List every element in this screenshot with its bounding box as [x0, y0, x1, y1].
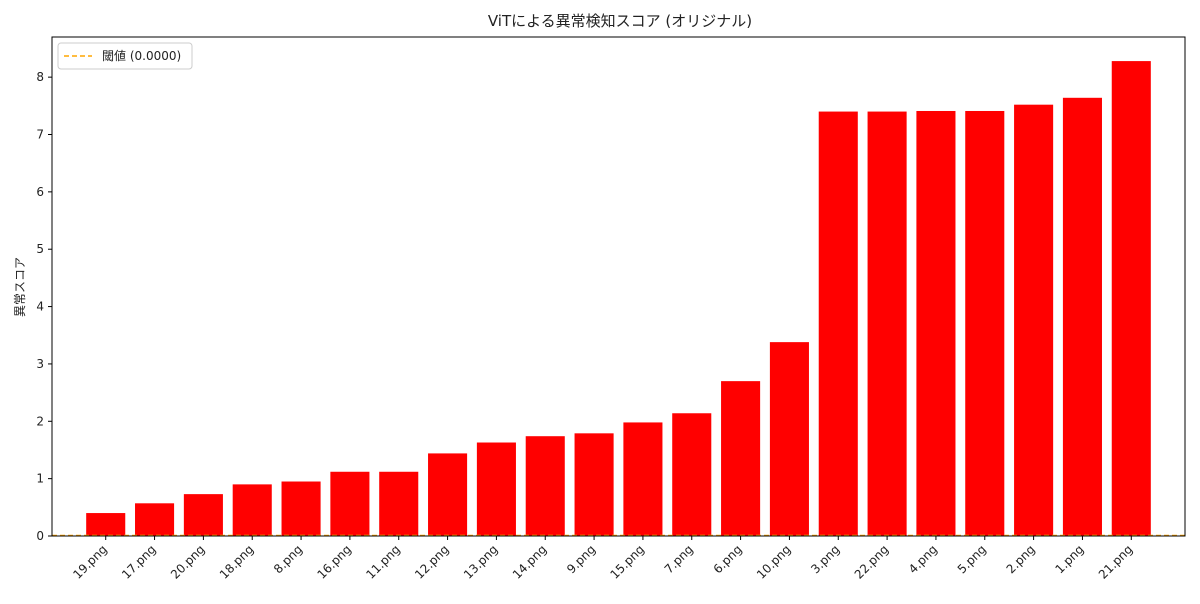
- bar-22-png: [867, 111, 907, 536]
- x-tick-label: 18.png: [217, 542, 257, 582]
- y-axis-label: 異常スコア: [13, 257, 27, 317]
- bar-15-png: [623, 422, 663, 536]
- y-tick-label: 6: [36, 185, 44, 199]
- x-tick-label: 8.png: [271, 542, 305, 576]
- x-tick-label: 12.png: [412, 542, 452, 582]
- bar-7-png: [672, 413, 712, 536]
- bar-21-png: [1111, 61, 1151, 536]
- bar-8-png: [281, 481, 321, 536]
- x-tick-label: 2.png: [1004, 542, 1038, 576]
- x-tick-label: 22.png: [852, 542, 892, 582]
- y-tick-label: 4: [36, 300, 44, 314]
- plot-frame: [51, 36, 1186, 537]
- bar-20-png: [183, 494, 223, 536]
- bar-13-png: [476, 442, 516, 536]
- x-tick-label: 15.png: [607, 542, 647, 582]
- y-tick-label: 7: [36, 128, 44, 142]
- bar-2-png: [1014, 104, 1054, 537]
- bar-12-png: [428, 453, 468, 536]
- x-tick-label: 19.png: [70, 542, 110, 582]
- x-tick-label: 20.png: [168, 542, 208, 582]
- x-tick-label: 10.png: [754, 542, 794, 582]
- y-tick-label: 1: [36, 472, 44, 486]
- x-axis-ticks: 19.png 17.png 20.png 18.png 8.png 16.png 11.pn…: [70, 536, 1135, 582]
- bar-1-png: [1062, 97, 1102, 536]
- legend-box: [57, 42, 193, 70]
- bar-16-png: [330, 471, 370, 536]
- y-tick-label: 5: [36, 242, 44, 256]
- y-tick-label: 2: [36, 414, 44, 428]
- bar-14-png: [525, 436, 565, 536]
- bar-3-png: [818, 111, 858, 536]
- x-tick-label: 17.png: [119, 542, 159, 582]
- x-tick-label: 16.png: [314, 542, 354, 582]
- x-tick-label: 14.png: [510, 542, 550, 582]
- bar-17-png: [135, 503, 175, 536]
- y-tick-label: 0: [36, 529, 44, 543]
- x-tick-label: 21.png: [1096, 542, 1136, 582]
- x-tick-label: 6.png: [711, 542, 745, 576]
- x-tick-label: 4.png: [906, 542, 940, 576]
- x-tick-label: 9.png: [564, 542, 598, 576]
- x-tick-label: 11.png: [363, 542, 403, 582]
- bar-5-png: [965, 110, 1005, 536]
- legend: 閾値 (0.0000): [57, 42, 193, 70]
- x-tick-label: 7.png: [662, 542, 696, 576]
- x-tick-label: 1.png: [1052, 542, 1086, 576]
- bar-18-png: [232, 484, 272, 536]
- bar-19-png: [86, 513, 126, 536]
- bar-6-png: [721, 381, 761, 536]
- x-tick-label: 3.png: [808, 542, 842, 576]
- y-tick-label: 3: [36, 357, 44, 371]
- x-tick-label: 5.png: [955, 542, 989, 576]
- bar-9-png: [574, 433, 614, 536]
- y-tick-label: 8: [36, 70, 44, 84]
- bar-11-png: [379, 471, 419, 536]
- bar-4-png: [916, 110, 956, 536]
- bars-group: [86, 61, 1151, 537]
- y-axis-ticks: 0 1 2 3 4 5 6 7 8: [36, 70, 52, 543]
- x-tick-label: 13.png: [461, 542, 501, 582]
- legend-threshold-label: 閾値 (0.0000): [102, 48, 181, 63]
- bar-10-png: [769, 342, 809, 536]
- chart-title: ViTによる異常検知スコア (オリジナル): [488, 12, 752, 30]
